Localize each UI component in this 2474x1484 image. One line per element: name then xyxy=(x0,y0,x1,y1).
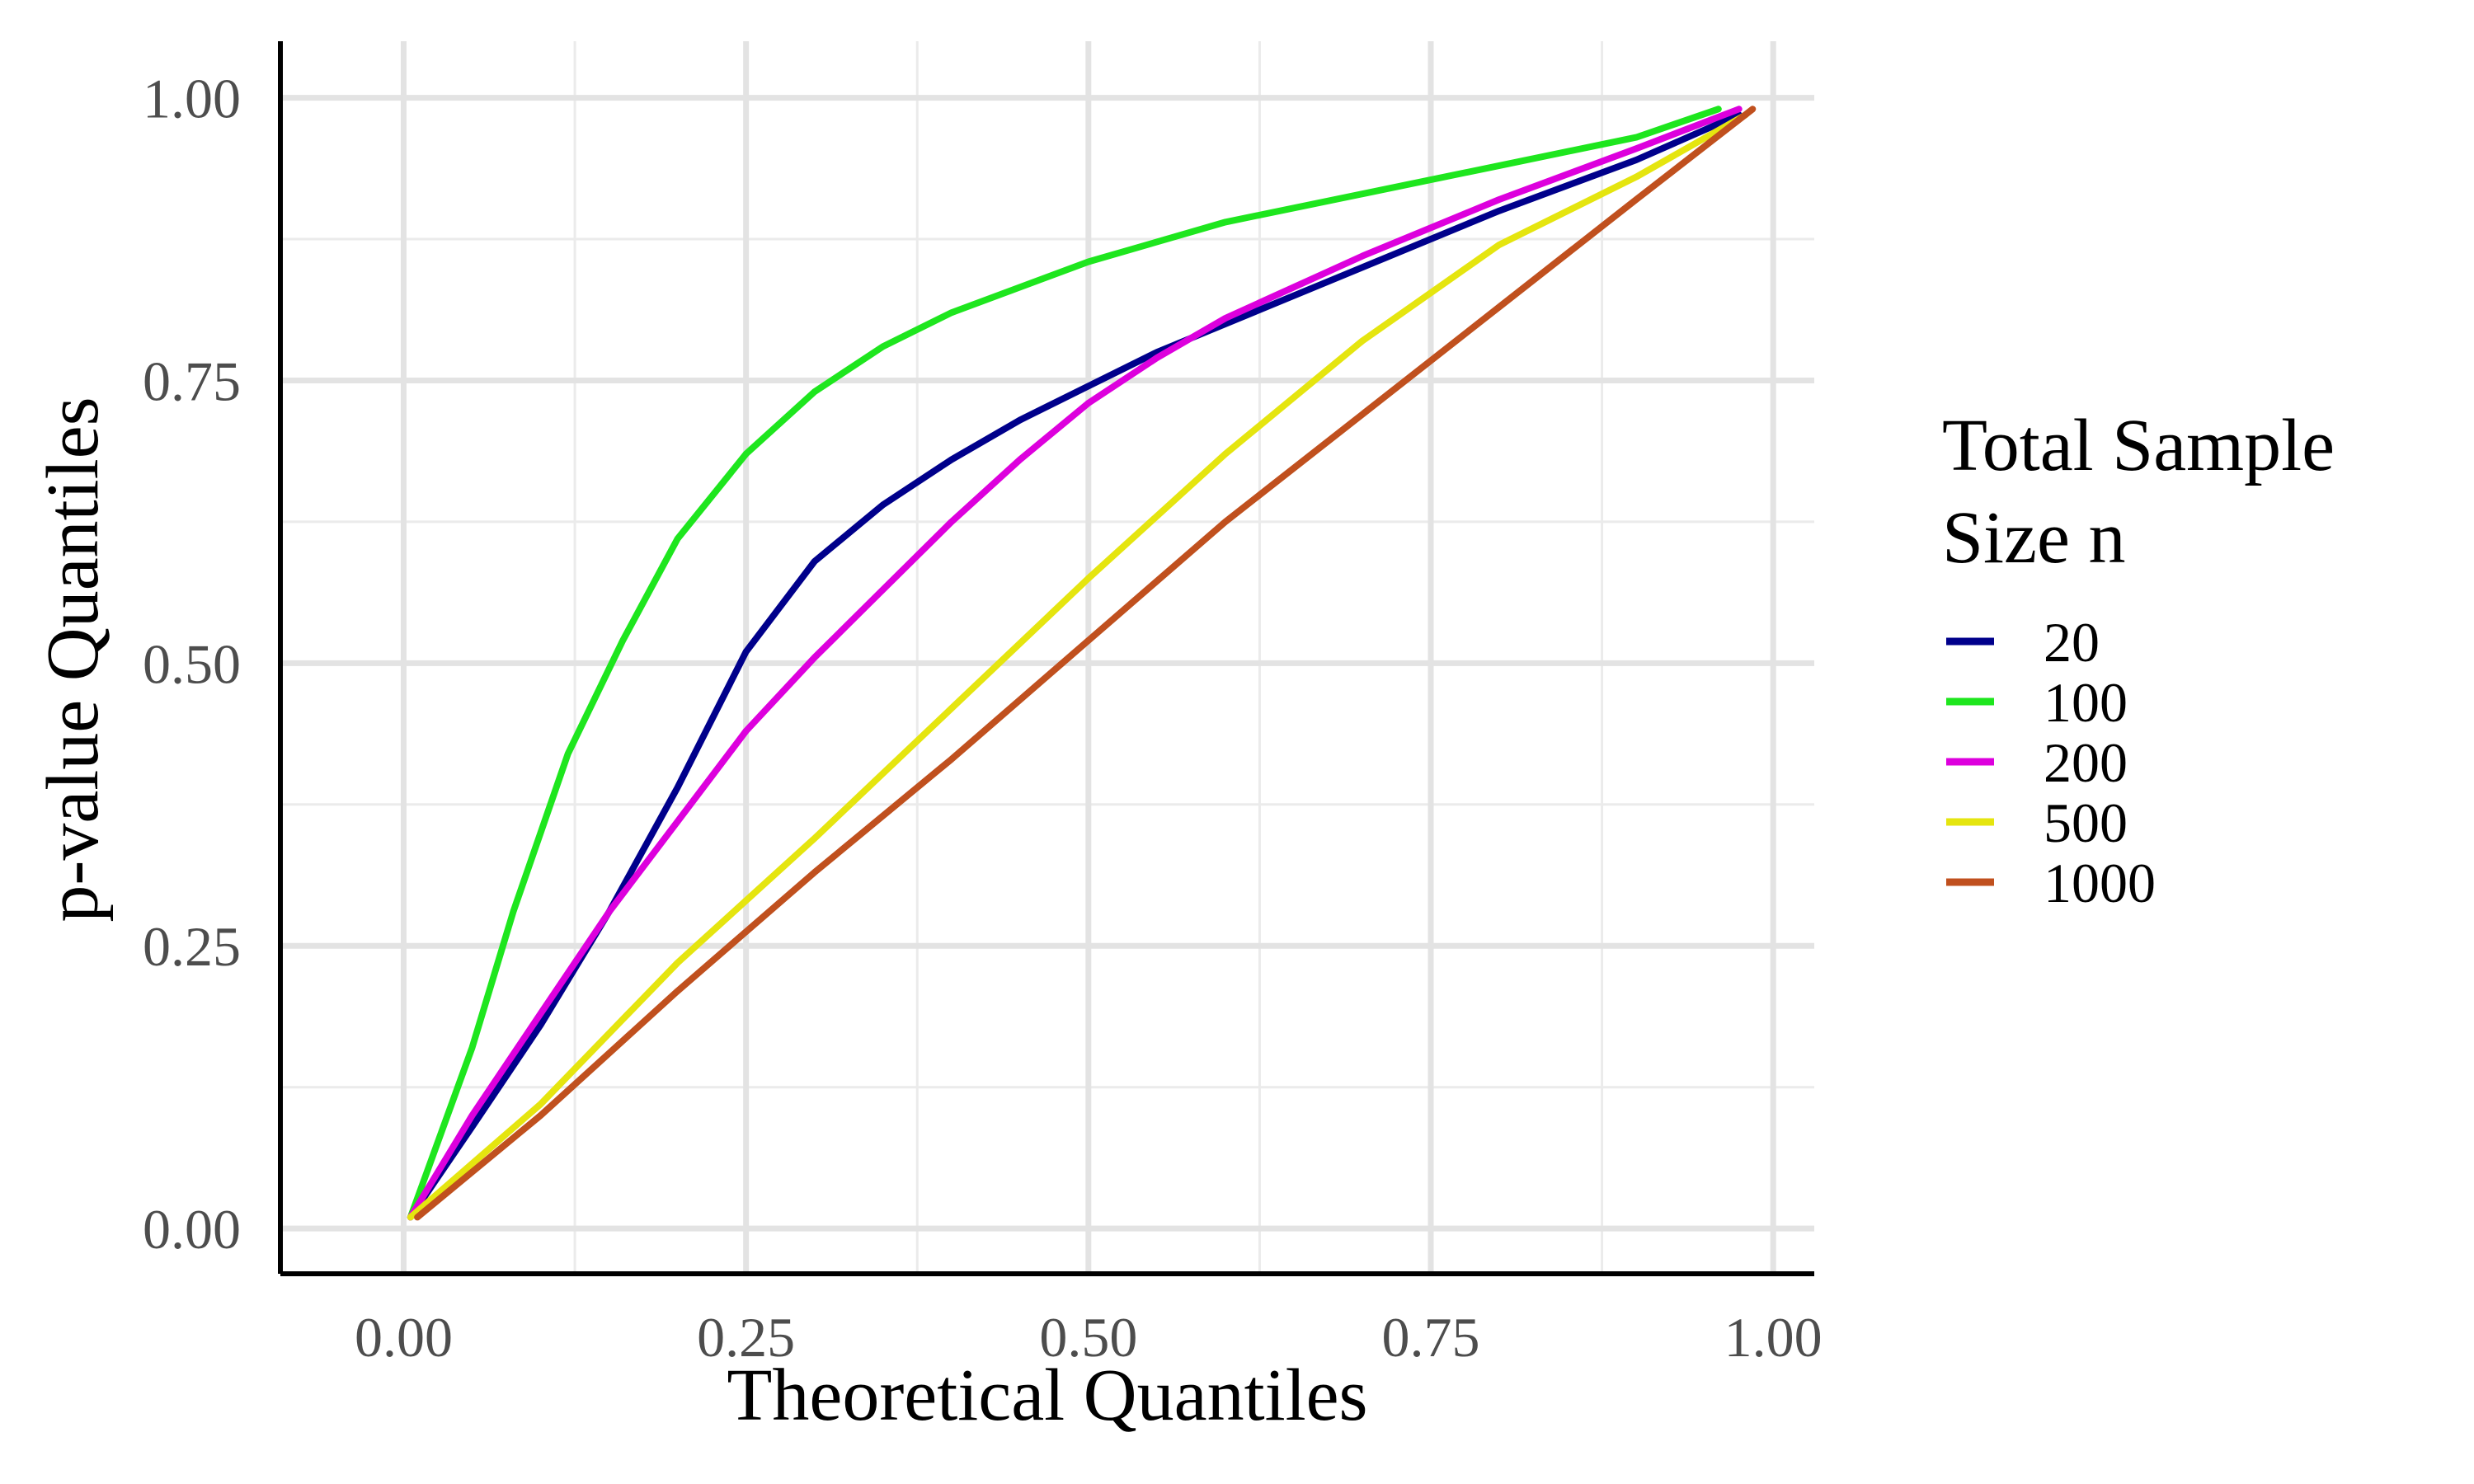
legend-label-1000: 1000 xyxy=(2044,852,2156,914)
grid-major-lines xyxy=(280,41,1814,1274)
x-tick-label: 0.75 xyxy=(1382,1306,1480,1369)
series-line-500 xyxy=(407,111,1749,1221)
x-tick-label: 0.50 xyxy=(1039,1306,1137,1369)
legend-label-20: 20 xyxy=(2044,611,2100,674)
series-lines xyxy=(407,106,1757,1221)
y-axis-title: p-value Quantiles xyxy=(32,397,114,922)
legend-title-line2: Size n xyxy=(1942,497,2125,579)
x-tick-label: 0.25 xyxy=(697,1306,795,1369)
series-line-100 xyxy=(407,106,1722,1221)
y-tick-label: 0.25 xyxy=(143,915,241,978)
grid-minor-lines xyxy=(280,41,1814,1274)
legend-label-500: 500 xyxy=(2044,791,2128,854)
x-tick-label: 0.00 xyxy=(355,1306,453,1369)
series-line-1000 xyxy=(414,106,1757,1221)
legend-label-100: 100 xyxy=(2044,671,2128,734)
axes xyxy=(278,41,1814,1276)
y-tick-label: 0.75 xyxy=(143,350,241,412)
x-axis-title: Theoretical Quantiles xyxy=(727,1355,1367,1436)
series-line-200 xyxy=(407,106,1743,1221)
y-tick-label: 1.00 xyxy=(143,68,241,130)
y-tick-label: 0.50 xyxy=(143,632,241,695)
legend-label-200: 200 xyxy=(2044,731,2128,794)
y-tick-label: 0.00 xyxy=(143,1198,241,1261)
x-tick-label: 1.00 xyxy=(1724,1306,1823,1369)
y-axis-tick-labels: 0.00 0.25 0.50 0.75 1.00 xyxy=(143,68,241,1261)
x-axis-tick-labels: 0.00 0.25 0.50 0.75 1.00 xyxy=(355,1306,1823,1369)
legend-title-line1: Total Sample xyxy=(1942,405,2335,486)
